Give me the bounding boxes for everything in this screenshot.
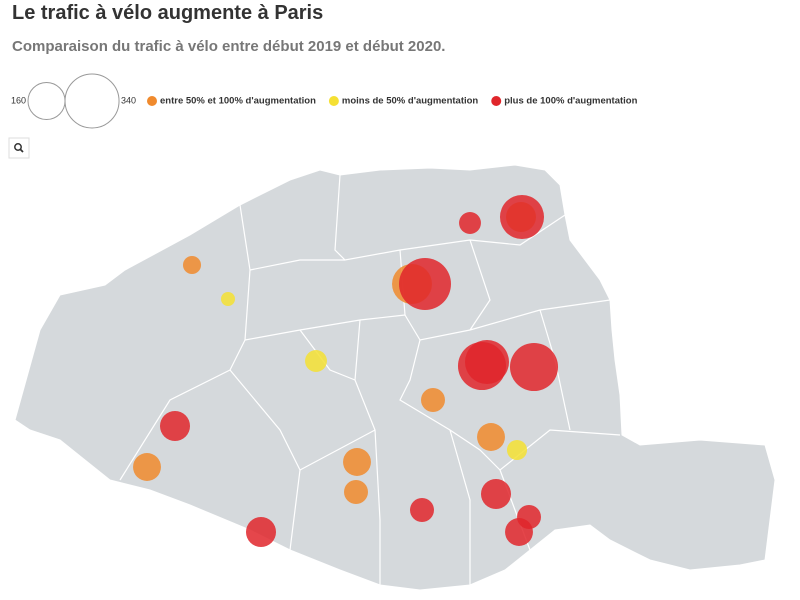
- size-legend-label: 160: [11, 95, 26, 105]
- bubble: [421, 388, 445, 412]
- legend-swatch: [147, 96, 157, 106]
- bubble: [245, 516, 277, 548]
- paris-outline: [14, 164, 776, 591]
- size-legend-circle: [64, 73, 120, 129]
- bubble: [457, 341, 507, 391]
- legend-label: moins de 50% d'augmentation: [342, 96, 479, 107]
- bubble: [477, 423, 505, 451]
- bubble: [480, 478, 512, 510]
- bubble: [133, 453, 161, 481]
- legend-label: entre 50% et 100% d'augmentation: [160, 96, 316, 107]
- bubble: [182, 255, 202, 275]
- legend-swatch: [328, 96, 339, 106]
- subtitle: Comparaison du trafic à vélo entre début…: [12, 38, 446, 55]
- bubble: [399, 258, 451, 310]
- bubble: [305, 350, 327, 372]
- search-button[interactable]: [8, 137, 30, 159]
- bubble: [459, 212, 481, 234]
- bubble: [499, 194, 545, 240]
- bubble: [509, 342, 559, 392]
- bubble: [344, 480, 368, 504]
- legend-label: plus de 100% d'augmentation: [504, 96, 637, 107]
- bubble: [343, 448, 371, 476]
- legend-swatch: [491, 96, 502, 106]
- bubble: [505, 518, 533, 546]
- size-legend-label: 340: [121, 95, 136, 105]
- title: Le trafic à vélo augmente à Paris: [12, 2, 324, 24]
- bubble: [506, 439, 528, 461]
- district-borders: [119, 174, 621, 585]
- bubble: [220, 291, 236, 307]
- bubble: [159, 410, 191, 442]
- size-legend-circle: [27, 81, 66, 121]
- bubble: [410, 498, 434, 522]
